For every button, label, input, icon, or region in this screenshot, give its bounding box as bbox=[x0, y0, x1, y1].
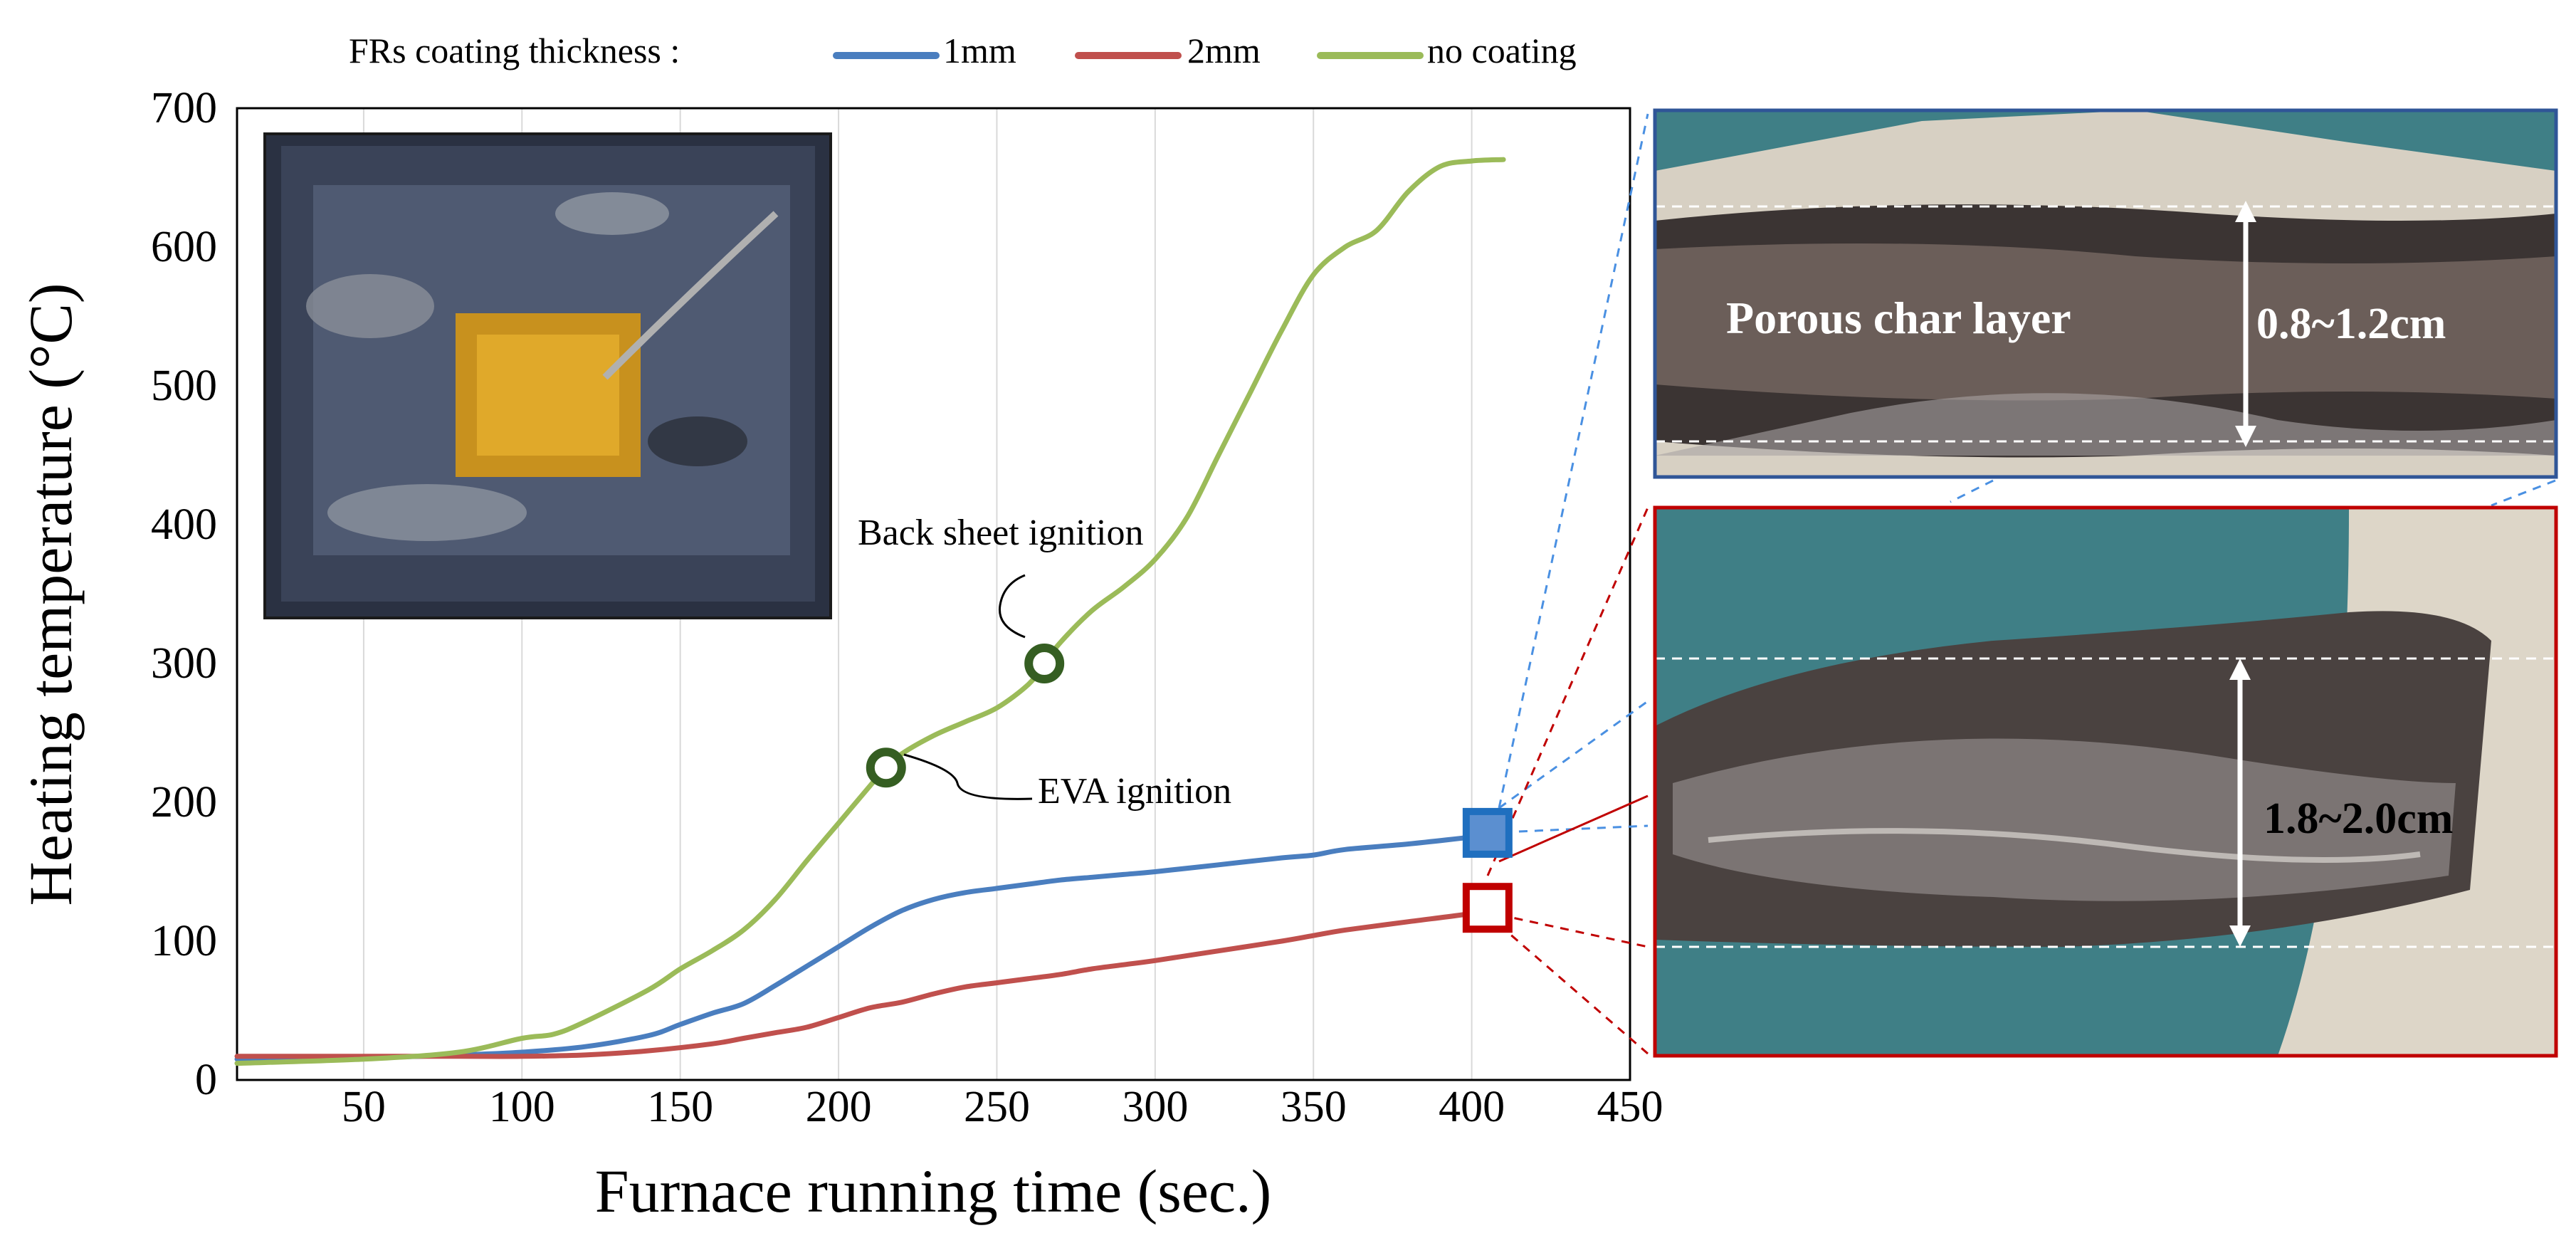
legend-title: FRs coating thickness : bbox=[349, 31, 680, 70]
photo-bottom-char-layer: 1.8~2.0cm bbox=[1653, 505, 2558, 1058]
legend-label-no-coating: no coating bbox=[1427, 31, 1577, 70]
y-tick-label: 200 bbox=[151, 778, 217, 827]
backsheet-leader bbox=[998, 574, 1026, 639]
end-marker-1mm bbox=[1462, 807, 1513, 858]
y-tick-label: 600 bbox=[151, 223, 217, 271]
photo-top-char-layer: Porous char layer 0.8~1.2cm bbox=[1653, 108, 2558, 479]
y-tick-label: 300 bbox=[151, 639, 217, 688]
back-sheet-ignition-marker bbox=[1024, 644, 1065, 683]
x-axis-title: Furnace running time (sec.) bbox=[595, 1157, 1271, 1225]
back-sheet-ignition-label: Back sheet ignition bbox=[858, 513, 1143, 553]
series-line-no-coating bbox=[234, 157, 1506, 1066]
x-tick-label: 250 bbox=[964, 1083, 1030, 1131]
series-lines bbox=[234, 157, 1506, 1066]
eva-ignition-label: EVA ignition bbox=[1038, 771, 1231, 812]
y-tick-labels: 0 100 200 300 400 500 600 700 bbox=[151, 84, 217, 1104]
end-markers bbox=[1462, 807, 1513, 933]
legend-label-2mm: 2mm bbox=[1187, 31, 1261, 70]
y-tick-label: 700 bbox=[151, 84, 217, 132]
x-tick-label: 400 bbox=[1439, 1083, 1505, 1131]
plot-frame bbox=[236, 107, 1631, 1081]
y-axis-title: Heating temperature (°C) bbox=[16, 283, 85, 906]
x-tick-labels: 50 100 150 200 250 300 350 400 450 bbox=[342, 1083, 1663, 1131]
x-tick-label: 300 bbox=[1122, 1083, 1188, 1131]
y-tick-label: 100 bbox=[151, 917, 217, 965]
x-tick-label: 450 bbox=[1597, 1083, 1663, 1131]
legend-label-1mm: 1mm bbox=[943, 31, 1016, 70]
x-tick-label: 350 bbox=[1281, 1083, 1347, 1131]
zoom-lines bbox=[1486, 113, 2556, 1055]
ignition-annotations: EVA ignition Back sheet ignition bbox=[858, 513, 1231, 812]
end-marker-2mm bbox=[1462, 883, 1513, 933]
legend: FRs coating thickness : 1mm 2mm no coati… bbox=[349, 31, 1577, 70]
series-line-2mm bbox=[234, 903, 1506, 1059]
inset-photo-burnt-panel bbox=[263, 132, 832, 619]
x-tick-label: 50 bbox=[342, 1083, 386, 1131]
porous-char-layer-label: Porous char layer bbox=[1726, 293, 2071, 343]
x-tick-label: 100 bbox=[489, 1083, 555, 1131]
eva-ignition-marker bbox=[866, 747, 906, 788]
eva-leader bbox=[903, 753, 1033, 800]
bottom-thickness-label: 1.8~2.0cm bbox=[2264, 794, 2453, 843]
x-tick-label: 150 bbox=[647, 1083, 713, 1131]
y-tick-label: 0 bbox=[195, 1056, 217, 1104]
y-tick-label: 500 bbox=[151, 362, 217, 410]
series-line-1mm bbox=[234, 830, 1506, 1062]
ignition-markers bbox=[866, 644, 1065, 788]
x-tick-label: 200 bbox=[806, 1083, 872, 1131]
y-tick-label: 400 bbox=[151, 500, 217, 549]
top-thickness-label: 0.8~1.2cm bbox=[2256, 300, 2446, 348]
